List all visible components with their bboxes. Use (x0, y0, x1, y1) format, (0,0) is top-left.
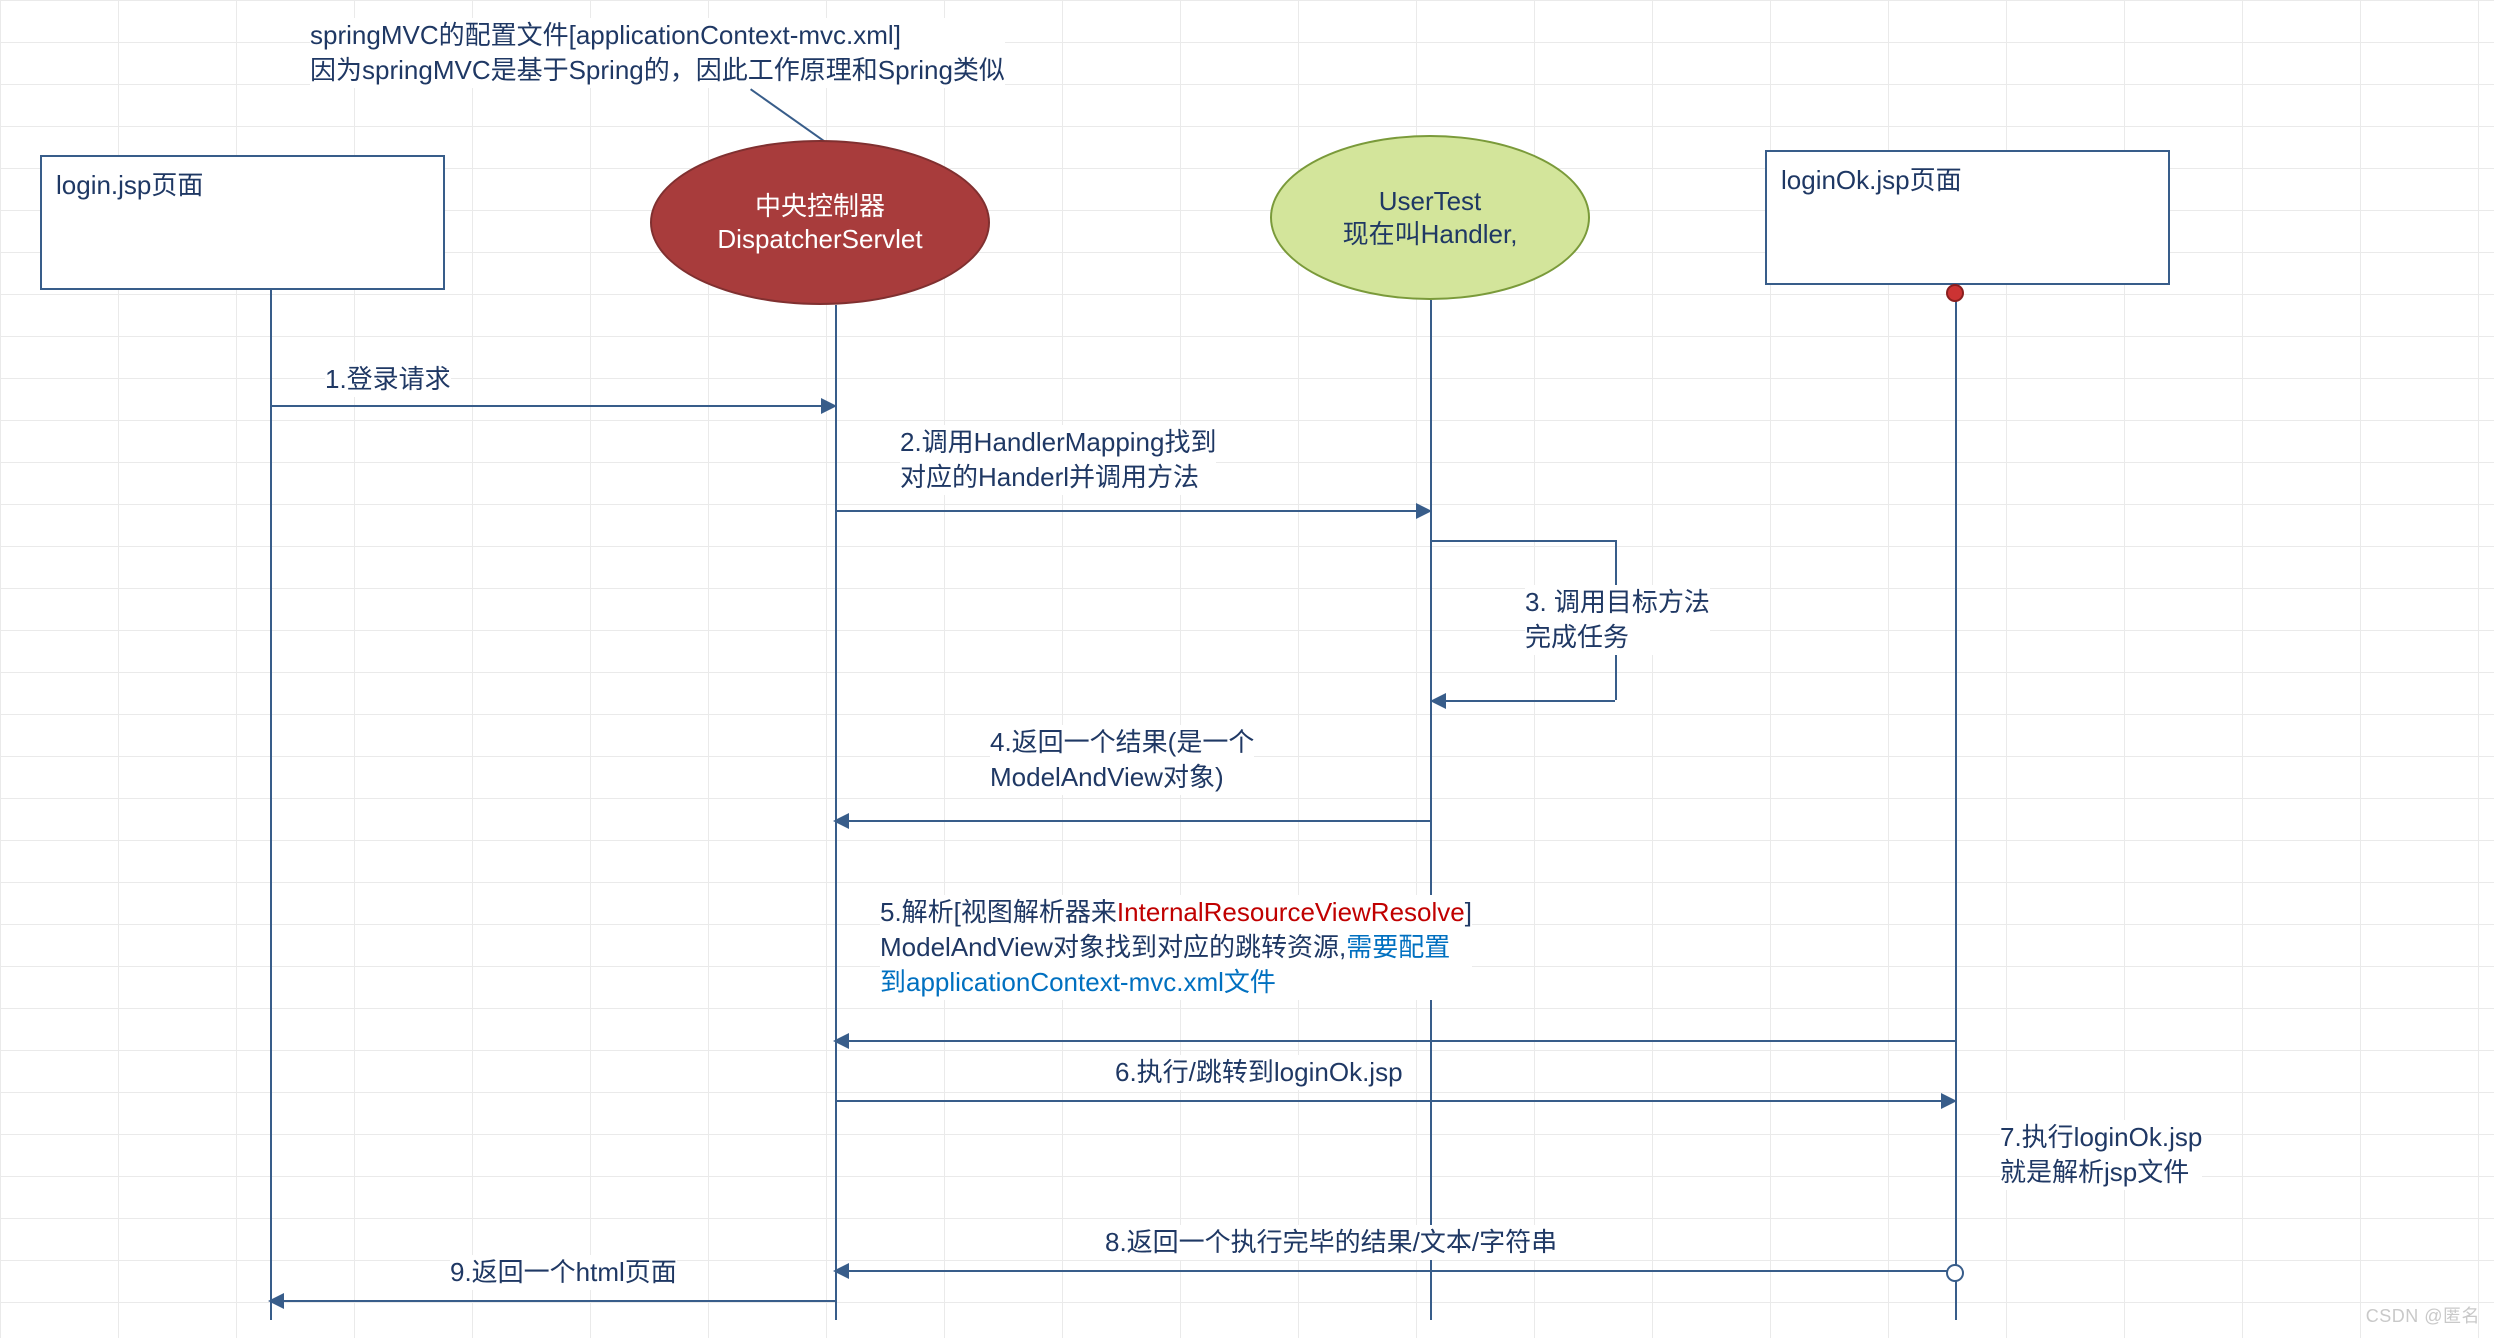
header-line2: 因为springMVC是基于Spring的，因此工作原理和Spring类似 (310, 55, 1005, 85)
arrow-a9 (270, 1300, 835, 1302)
arrow-label-a8: 8.返回一个执行完毕的结果/文本/字符串 (1105, 1225, 1557, 1260)
lifeline-handler (1430, 300, 1432, 1320)
arrow-a1 (270, 405, 835, 407)
arrow-label-a2: 2.调用HandlerMapping找到对应的Handerl并调用方法 (900, 425, 1216, 495)
header-line1: springMVC的配置文件[applicationContext-mvc.xm… (310, 20, 901, 50)
self-a3 (1430, 540, 1615, 542)
participant-dispatcher-ellipse: 中央控制器 DispatcherServlet (650, 140, 990, 305)
participant-handler-ellipse: UserTest 现在叫Handler, (1270, 135, 1590, 300)
arrow-label-a4: 4.返回一个结果(是一个ModelAndView对象) (990, 725, 1254, 795)
dispatcher-line2: DispatcherServlet (717, 223, 922, 256)
arrow-label-a1: 1.登录请求 (325, 362, 451, 397)
header-note: springMVC的配置文件[applicationContext-mvc.xm… (310, 18, 1005, 88)
self-label-a3: 3. 调用目标方法完成任务 (1525, 585, 1710, 655)
lifeline-login (270, 290, 272, 1320)
arrow-a2 (835, 510, 1430, 512)
diagram: springMVC的配置文件[applicationContext-mvc.xm… (0, 0, 2494, 1338)
handler-line1: UserTest (1379, 185, 1482, 218)
self-label-a5: 5.解析[视图解析器来InternalResourceViewResolve]M… (880, 895, 1472, 1000)
arrow-a4 (835, 820, 1430, 822)
self-a5 (835, 1040, 1955, 1042)
self-a3 (1430, 693, 1446, 709)
participant-login-box: login.jsp页面 (40, 155, 445, 290)
self-label-a7: 7.执行loginOk.jsp就是解析jsp文件 (2000, 1120, 2202, 1190)
handler-line2: 现在叫Handler, (1343, 218, 1518, 251)
dispatcher-line1: 中央控制器 (755, 190, 885, 223)
self-a3 (1430, 700, 1615, 702)
watermark: CSDN @匿名 (2366, 1302, 2480, 1328)
arrow-a8 (835, 1270, 1955, 1272)
endpoint-0 (1946, 284, 1964, 302)
participant-loginok-label: loginOk.jsp页面 (1781, 165, 1962, 195)
participant-loginok-box: loginOk.jsp页面 (1765, 150, 2170, 285)
participant-login-label: login.jsp页面 (56, 170, 203, 200)
endpoint-1 (1946, 1264, 1964, 1282)
arrow-a6 (835, 1100, 1955, 1102)
lifeline-loginok (1955, 285, 1957, 1320)
arrow-label-a6: 6.执行/跳转到loginOk.jsp (1115, 1055, 1403, 1090)
arrow-label-a9: 9.返回一个html页面 (450, 1255, 677, 1290)
